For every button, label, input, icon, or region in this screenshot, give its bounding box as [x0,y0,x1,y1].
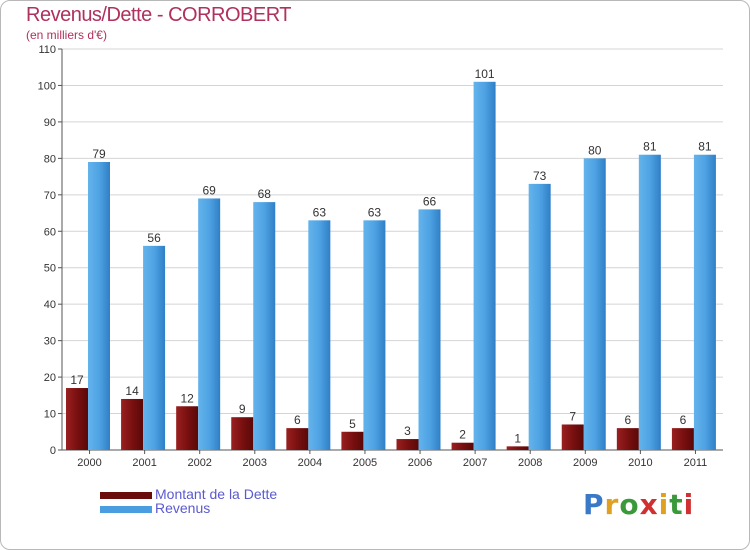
debt-bar [671,428,694,450]
x-tick-label: 2003 [243,457,267,469]
revenue-value-label: 101 [475,67,495,81]
y-tick-label: 20 [44,372,56,384]
x-tick-label: 2005 [353,457,377,469]
logo-letter: i [658,488,670,521]
x-tick-label: 2009 [573,457,597,469]
debt-bar [616,428,639,450]
x-tick-label: 2008 [518,457,542,469]
revenue-value-label: 56 [147,231,161,245]
debt-value-label: 14 [125,384,139,398]
y-tick-label: 110 [38,44,56,56]
debt-value-label: 2 [459,428,466,442]
x-tick-label: 2006 [408,457,432,469]
revenue-value-label: 79 [92,147,106,161]
revenue-bar [363,220,386,450]
legend-label-debt: Montant de la Dette [155,486,278,502]
logo-letter: t [669,488,684,521]
y-tick-label: 40 [44,299,56,311]
debt-bar [451,442,474,450]
y-tick-label: 10 [44,409,56,421]
debt-value-label: 6 [624,413,631,427]
x-tick-label: 2002 [187,457,211,469]
revenue-bar [638,154,661,450]
revenue-value-label: 69 [202,183,216,197]
debt-bar [561,424,584,450]
debt-value-label: 9 [239,402,246,416]
x-tick-label: 2000 [77,457,101,469]
legend-label-revenue: Revenus [155,500,211,516]
x-tick-label: 2010 [628,457,652,469]
debt-value-label: 5 [349,417,356,431]
revenue-value-label: 66 [423,194,437,208]
debt-bar [121,398,144,450]
logo-letter: o [619,488,640,521]
revenue-bar [693,154,716,450]
debt-bar [231,417,254,450]
y-tick-label: 80 [44,153,56,165]
revenue-bar [308,220,331,450]
debt-value-label: 7 [569,409,576,423]
debt-value-label: 6 [680,413,687,427]
debt-bar [506,446,529,450]
revenue-value-label: 73 [533,169,547,183]
debt-bar [396,439,419,450]
revenue-value-label: 63 [313,205,327,219]
y-tick-label: 60 [44,226,56,238]
chart-title: Revenus/Dette - CORROBERT [26,4,292,26]
revenue-bar [528,183,551,450]
debt-value-label: 1 [514,431,521,445]
y-tick-label: 30 [44,336,56,348]
x-tick-label: 2007 [463,457,487,469]
revenue-bar [88,162,110,450]
y-tick-label: 90 [44,117,56,129]
x-tick-label: 2004 [298,457,322,469]
revenue-value-label: 68 [258,187,272,201]
revenue-bar [143,245,166,450]
legend-swatch-debt [100,492,152,499]
debt-bar [341,431,364,450]
debt-bar [176,406,199,450]
debt-value-label: 6 [294,413,301,427]
debt-value-label: 3 [404,424,411,438]
logo-letter: P [583,488,605,521]
chart-subtitle: (en milliers d'€) [26,28,107,42]
x-tick-label: 2011 [684,457,708,469]
debt-bar [66,388,88,450]
revenue-value-label: 81 [698,140,712,154]
x-tick-label: 2001 [132,457,156,469]
revenue-bar [418,209,441,450]
revenue-bar [583,158,606,450]
revenue-bar [473,81,496,451]
revenue-value-label: 81 [643,140,657,154]
y-tick-label: 70 [44,190,56,202]
logo-letter: r [604,488,620,521]
revenue-value-label: 80 [588,143,602,157]
y-tick-label: 100 [38,80,56,92]
revenue-value-label: 63 [368,205,382,219]
y-tick-label: 0 [50,445,56,457]
proxiti-logo: Proxiti [583,488,694,521]
revenue-bar [253,202,276,450]
logo-letter: x [639,488,659,521]
revenue-bar [198,198,221,450]
debt-bar [286,428,309,450]
logo-letter: i [683,488,695,521]
legend-swatch-revenue [100,506,152,513]
debt-value-label: 12 [180,391,194,405]
y-tick-label: 50 [44,263,56,275]
debt-value-label: 17 [70,373,84,387]
